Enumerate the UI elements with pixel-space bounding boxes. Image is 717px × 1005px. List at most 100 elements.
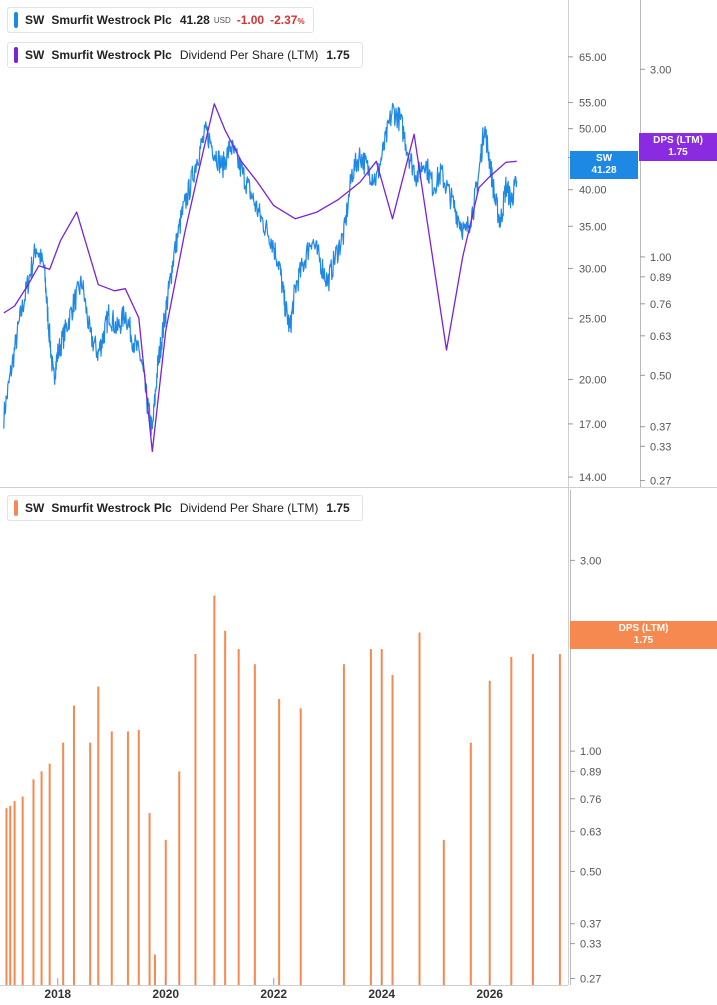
legend-company: Smurfit Westrock Plc: [51, 501, 172, 515]
dps-tick-label: 3.00: [650, 64, 671, 76]
dps-bar: [110, 731, 113, 985]
dps-bar: [178, 771, 181, 985]
bars-tick-label: 0.76: [580, 794, 601, 806]
dps-tag-top: DPS (LTM) 1.75: [639, 133, 717, 161]
dps-tick-label: 0.89: [650, 272, 671, 284]
bars-tick-label: 0.27: [580, 973, 601, 985]
dps-bar: [391, 675, 394, 985]
x-tick-label: 2022: [260, 987, 287, 1001]
dps-tick-label: 0.27: [650, 476, 671, 488]
dps-bar: [342, 664, 345, 985]
legend-metric: Dividend Per Share (LTM): [179, 48, 319, 62]
dps-bar: [237, 649, 240, 985]
pct-sign: %: [297, 17, 305, 26]
legend-dps-top[interactable]: SW Smurfit Westrock Plc Dividend Per Sha…: [7, 42, 363, 68]
dps-bar: [469, 742, 472, 985]
price-tag: SW 41.28: [570, 151, 638, 179]
price-tick-label: 30.00: [579, 263, 607, 275]
legend-dps-value: 1.75: [326, 501, 350, 515]
dps-bar: [299, 708, 302, 985]
price-tick-label: 40.00: [579, 185, 607, 197]
legend-currency: USD: [213, 15, 231, 25]
dps-tag-label: DPS (LTM): [618, 623, 669, 634]
price-line: [3, 102, 518, 436]
dps-bar: [224, 630, 227, 985]
dps-axis-top: 3.002.001.000.890.760.630.500.370.330.27: [640, 0, 671, 488]
dps-bar: [369, 649, 372, 985]
x-tick-label: 2026: [476, 987, 503, 1001]
dps-bar: [48, 763, 51, 985]
dps-bar: [97, 686, 100, 985]
price-tick-label: 55.00: [579, 98, 607, 110]
dps-tick-label: 1.00: [650, 252, 671, 264]
legend-price[interactable]: SW Smurfit Westrock Plc 41.28 USD -1.00 …: [7, 7, 314, 33]
dps-bar: [9, 805, 12, 985]
price-axis: 65.0055.0050.0045.0040.0035.0030.0025.00…: [568, 52, 607, 484]
bars-tick-label: 0.50: [580, 866, 601, 878]
bars-tick-label: 0.89: [580, 766, 601, 778]
bars-tick-label: 3.00: [580, 555, 601, 567]
dps-bar: [488, 680, 491, 985]
price-tick-label: 65.00: [579, 52, 607, 64]
dps-tick-label: 0.37: [650, 422, 671, 434]
bars-tick-label: 1.00: [580, 746, 601, 758]
bars-tick-label: 0.33: [580, 939, 601, 951]
price-swatch: [14, 12, 18, 28]
dps-tick-label: 0.76: [650, 299, 671, 311]
dps-bar: [253, 664, 256, 985]
chart-lines: [3, 102, 518, 453]
bars-swatch: [14, 500, 18, 516]
legend-company: Smurfit Westrock Plc: [51, 48, 172, 62]
x-tick-label: 2020: [152, 987, 179, 1001]
legend-dps-value: 1.75: [326, 48, 350, 62]
dps-tag-value: 1.75: [668, 147, 688, 158]
dps-bar: [531, 653, 534, 985]
time-axis: 2018 2020 2022 2024 2026: [0, 978, 568, 1001]
dps-bar: [418, 632, 421, 985]
legend-dps-bottom[interactable]: SW Smurfit Westrock Plc Dividend Per Sha…: [7, 495, 363, 521]
legend-metric: Dividend Per Share (LTM): [179, 501, 319, 515]
dps-tick-label: 0.33: [650, 441, 671, 453]
legend-price-value: 41.28: [179, 13, 210, 27]
price-tick-label: 35.00: [579, 221, 607, 233]
bars-tick-label: 0.63: [580, 826, 601, 838]
dps-bar: [13, 801, 16, 985]
dps-bar: [558, 653, 561, 985]
dps-bar: [148, 813, 151, 985]
dps-bar: [5, 808, 8, 985]
dps-bar: [194, 653, 197, 985]
dps-line: [3, 103, 517, 453]
dps-bar: [380, 649, 383, 985]
x-tick-label: 2018: [44, 987, 71, 1001]
dps-swatch: [14, 47, 18, 63]
dps-tick-label: 0.50: [650, 370, 671, 382]
dps-bar: [213, 595, 216, 985]
dps-bar: [62, 742, 65, 985]
legend-ticker: SW: [25, 13, 45, 27]
legend-change: -1.00: [236, 13, 265, 27]
dps-bar: [89, 742, 92, 985]
dps-tick-label: 0.63: [650, 331, 671, 343]
dps-bar: [164, 839, 167, 985]
dps-bar: [72, 705, 75, 985]
dps-bar: [32, 779, 35, 985]
dps-bar: [137, 729, 140, 985]
dps-bar: [442, 839, 445, 985]
dps-axis-bottom: 3.002.001.000.890.760.630.500.370.330.27: [570, 490, 601, 985]
price-tick-label: 17.00: [579, 419, 607, 431]
price-tick-label: 25.00: [579, 313, 607, 325]
bars-tick-label: 0.37: [580, 919, 601, 931]
legend-company: Smurfit Westrock Plc: [51, 13, 172, 27]
price-tick-label: 50.00: [579, 124, 607, 136]
price-tag-label: SW: [595, 153, 613, 164]
price-tick-label: 20.00: [579, 374, 607, 386]
dps-tag-label: DPS (LTM): [653, 135, 703, 146]
dps-bar: [510, 656, 513, 985]
legend-ticker: SW: [25, 48, 45, 62]
price-tick-label: 14.00: [579, 472, 607, 484]
dps-bar: [126, 731, 129, 985]
dps-tag-value: 1.75: [633, 635, 654, 646]
dps-bar: [21, 796, 24, 985]
price-tag-value: 41.28: [591, 165, 617, 176]
